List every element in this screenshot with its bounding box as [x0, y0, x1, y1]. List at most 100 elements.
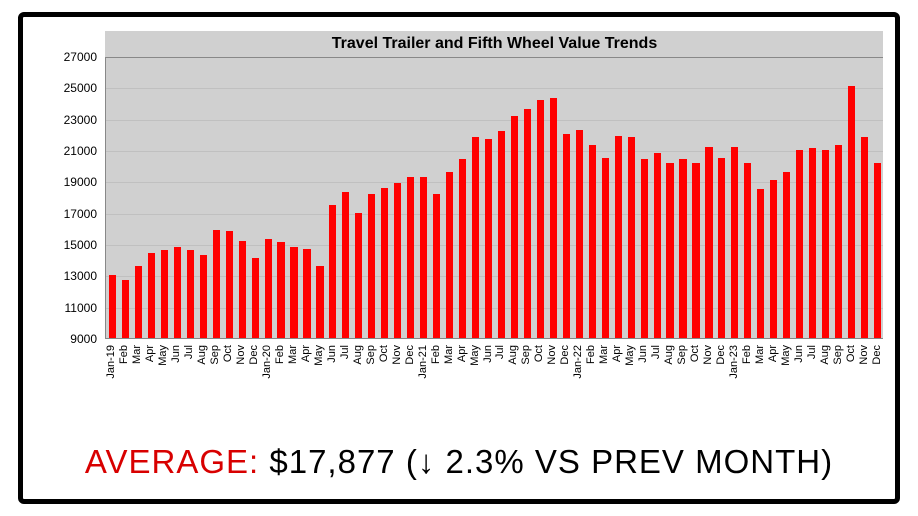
- summary-value: $17,877 (↓ 2.3% VS PREV MONTH): [269, 443, 833, 480]
- y-tick-label: 15000: [45, 238, 97, 252]
- x-tick-label: Jul: [494, 345, 506, 359]
- x-tick-label: Feb: [118, 345, 130, 364]
- summary-label: AVERAGE:: [85, 443, 259, 480]
- x-tick-label: Apr: [456, 345, 468, 362]
- chart-region: Travel Trailer and Fifth Wheel Value Tre…: [45, 31, 883, 411]
- y-tick-label: 11000: [45, 301, 97, 315]
- x-tick-label: May: [624, 345, 636, 366]
- x-tick-label: Jan-23: [728, 345, 740, 379]
- x-tick-label: Sep: [832, 345, 844, 365]
- x-tick-label: May: [313, 345, 325, 366]
- x-tick-label: Nov: [546, 345, 558, 365]
- x-tick-label: May: [157, 345, 169, 366]
- x-tick-label: Oct: [689, 345, 701, 362]
- bar: [200, 255, 207, 338]
- x-tick-label: Apr: [144, 345, 156, 362]
- x-tick-label: Nov: [235, 345, 247, 365]
- bar: [239, 241, 246, 338]
- bar: [511, 116, 518, 338]
- x-tick-label: Feb: [585, 345, 597, 364]
- bar: [757, 189, 764, 338]
- bar: [485, 139, 492, 338]
- x-tick-label: Jul: [806, 345, 818, 359]
- y-tick-label: 23000: [45, 113, 97, 127]
- bar: [174, 247, 181, 338]
- bar: [381, 188, 388, 338]
- bar: [122, 280, 129, 338]
- y-tick-label: 17000: [45, 207, 97, 221]
- bar: [770, 180, 777, 338]
- x-tick-label: May: [469, 345, 481, 366]
- x-tick-label: Mar: [287, 345, 299, 364]
- bar: [459, 159, 466, 338]
- bar: [718, 158, 725, 338]
- bar: [277, 242, 284, 338]
- bar: [433, 194, 440, 338]
- y-tick-label: 19000: [45, 175, 97, 189]
- bar: [394, 183, 401, 338]
- bar: [226, 231, 233, 338]
- bar: [252, 258, 259, 338]
- bar: [563, 134, 570, 338]
- x-tick-label: Apr: [300, 345, 312, 362]
- bar: [407, 177, 414, 338]
- bar: [161, 250, 168, 338]
- y-tick-label: 13000: [45, 269, 97, 283]
- x-tick-label: Nov: [391, 345, 403, 365]
- x-tick-label: Aug: [663, 345, 675, 365]
- bar: [550, 98, 557, 338]
- x-tick-label: Aug: [352, 345, 364, 365]
- bar: [187, 250, 194, 338]
- plot-area: Travel Trailer and Fifth Wheel Value Tre…: [105, 57, 883, 339]
- x-tick-label: Jan-22: [572, 345, 584, 379]
- bar: [602, 158, 609, 338]
- bar: [861, 137, 868, 338]
- bar: [692, 163, 699, 338]
- bar: [498, 131, 505, 338]
- bar: [368, 194, 375, 338]
- bar: [342, 192, 349, 338]
- y-tick-label: 25000: [45, 81, 97, 95]
- bar: [576, 130, 583, 338]
- bar: [874, 163, 881, 338]
- x-tick-label: Dec: [715, 345, 727, 365]
- bar: [355, 213, 362, 338]
- bar: [835, 145, 842, 338]
- x-tick-label: Aug: [507, 345, 519, 365]
- y-tick-label: 9000: [45, 332, 97, 346]
- x-tick-label: Oct: [378, 345, 390, 362]
- x-tick-label: Feb: [274, 345, 286, 364]
- x-tick-label: Nov: [702, 345, 714, 365]
- x-tick-label: Apr: [767, 345, 779, 362]
- y-tick-label: 27000: [45, 50, 97, 64]
- bar: [472, 137, 479, 338]
- bar: [589, 145, 596, 338]
- chart-title: Travel Trailer and Fifth Wheel Value Tre…: [106, 35, 883, 53]
- bar: [135, 266, 142, 338]
- x-tick-label: Jun: [326, 345, 338, 363]
- bar: [329, 205, 336, 338]
- x-tick-label: Jun: [637, 345, 649, 363]
- bar: [744, 163, 751, 338]
- bar: [666, 163, 673, 338]
- y-tick-label: 21000: [45, 144, 97, 158]
- x-tick-label: Mar: [131, 345, 143, 364]
- bar: [213, 230, 220, 338]
- bar: [615, 136, 622, 338]
- bar: [537, 100, 544, 338]
- x-tick-label: Dec: [404, 345, 416, 365]
- x-tick-label: May: [780, 345, 792, 366]
- x-tick-label: Nov: [858, 345, 870, 365]
- x-tick-label: Jun: [482, 345, 494, 363]
- bar: [809, 148, 816, 338]
- x-tick-label: Aug: [819, 345, 831, 365]
- x-tick-label: Mar: [443, 345, 455, 364]
- bar: [316, 266, 323, 338]
- x-tick-label: Sep: [676, 345, 688, 365]
- x-tick-label: Jun: [793, 345, 805, 363]
- x-tick-label: Jan-19: [105, 345, 117, 379]
- x-tick-label: Sep: [209, 345, 221, 365]
- bar: [524, 109, 531, 338]
- bar: [420, 177, 427, 338]
- bars: [106, 56, 884, 338]
